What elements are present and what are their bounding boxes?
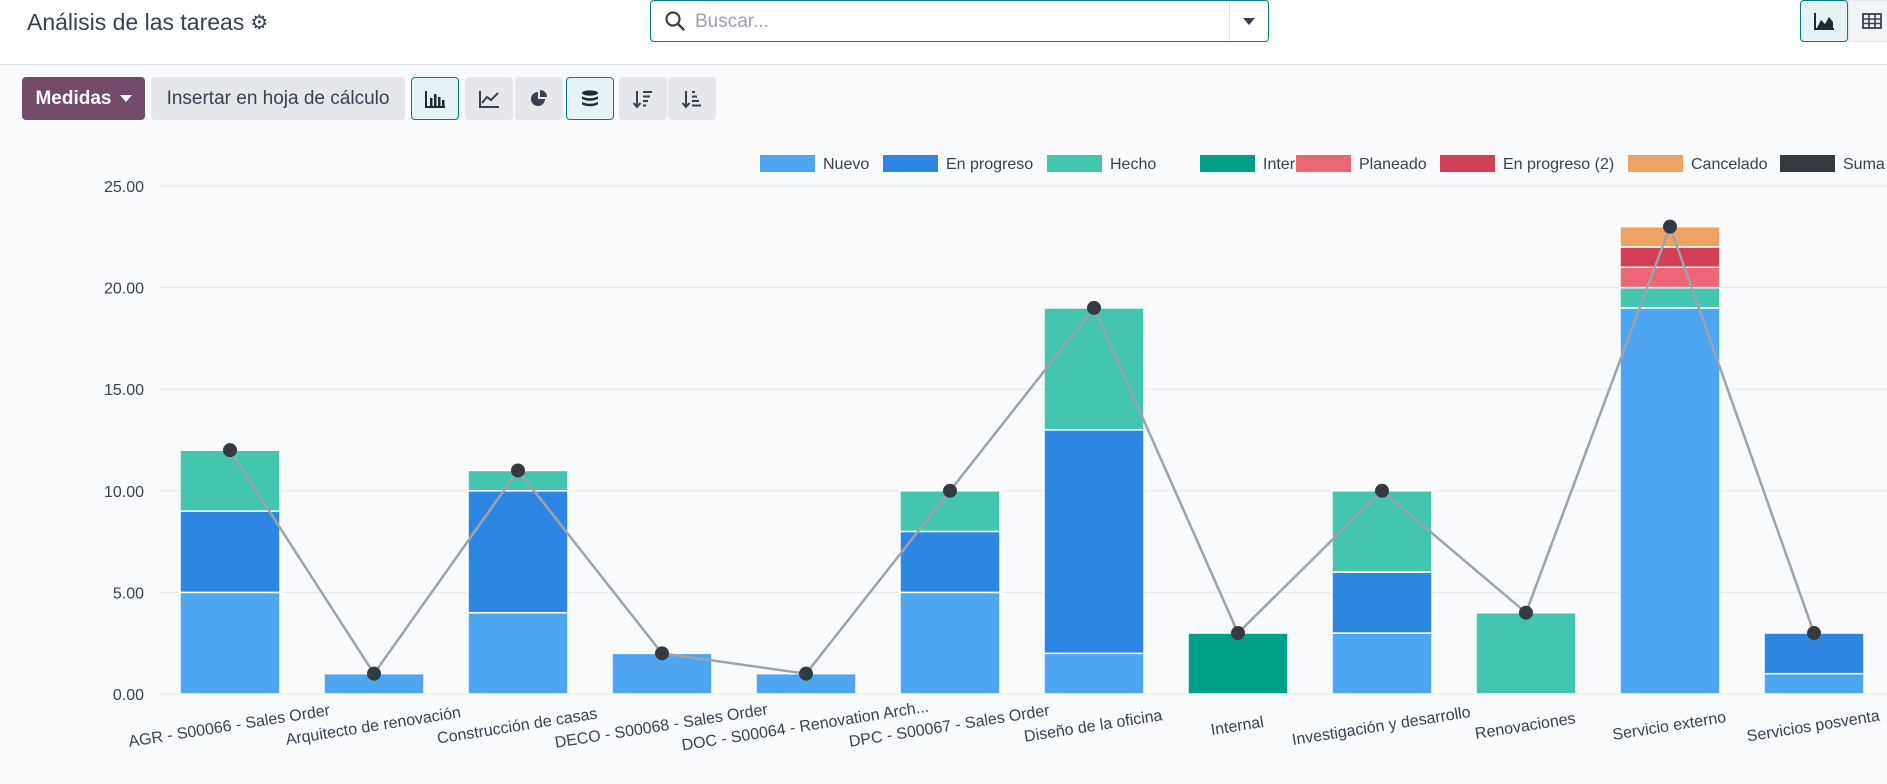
sort-descending-button[interactable]: [619, 77, 667, 120]
measures-button[interactable]: Medidas: [22, 77, 145, 120]
y-tick-label: 0.00: [113, 687, 144, 704]
sum-point: [511, 463, 525, 478]
bar-chart-button[interactable]: [411, 77, 459, 120]
line-chart-icon: [479, 90, 499, 108]
y-tick-label: 20.00: [104, 281, 144, 298]
chevron-down-icon: [1243, 17, 1255, 25]
search-options-toggle[interactable]: [1229, 1, 1268, 41]
legend-swatch-hecho: [1047, 155, 1102, 172]
bar-nuevo: [1043, 652, 1145, 695]
search-input[interactable]: [693, 7, 1217, 37]
legend-swatch-planeado: [1296, 155, 1351, 172]
bar-nuevo: [1763, 672, 1865, 695]
pivot-view-button[interactable]: [1848, 0, 1887, 42]
legend-swatch-en-progreso-2: [1440, 155, 1495, 172]
sum-point: [943, 483, 957, 498]
x-tick-label: Investigación y desarrollo: [1291, 704, 1472, 749]
sum-point: [1519, 605, 1533, 620]
y-tick-label: 5.00: [113, 585, 144, 602]
y-tick-label: 10.00: [104, 484, 144, 501]
legend-label-cancelado: Cancelado: [1691, 156, 1768, 173]
x-tick-label: Servicio externo: [1611, 709, 1727, 744]
bar-hecho: [179, 449, 281, 512]
search-icon: [665, 11, 685, 31]
page-title-wrap: Análisis de las tareas ⚙: [27, 9, 268, 36]
bar-en-progreso: [899, 530, 1001, 594]
legend-swatch-nuevo: [760, 155, 815, 172]
sort-ascending-icon: [681, 90, 701, 109]
y-tick-label: 15.00: [104, 382, 144, 399]
legend-label-en-progreso-2: En progreso (2): [1503, 156, 1614, 173]
bar-nuevo: [467, 611, 569, 695]
x-tick-label: Internal: [1210, 714, 1265, 739]
graph-view-icon: [1814, 13, 1834, 30]
legend-label-nuevo: Nuevo: [823, 156, 869, 173]
bar-planeado: [1619, 266, 1721, 289]
insert-label: Insertar en hoja de cálculo: [166, 87, 390, 109]
x-tick-label: Servicios posventa: [1746, 708, 1881, 746]
legend-swatch-en-progreso: [883, 155, 938, 172]
cog-icon[interactable]: ⚙: [250, 12, 269, 34]
insert-in-spreadsheet-button[interactable]: Insertar en hoja de cálculo: [151, 77, 405, 120]
bar-hecho: [1043, 307, 1145, 431]
sort-descending-icon: [632, 90, 652, 109]
sum-point: [1375, 483, 1389, 498]
search-bar[interactable]: [650, 0, 1269, 42]
bar-hecho: [899, 490, 1001, 533]
bar-nuevo: [179, 591, 281, 695]
bar-nuevo: [1331, 632, 1433, 695]
y-tick-label: 25.00: [104, 179, 144, 196]
bar-nuevo: [899, 591, 1001, 695]
legend-label-hecho: Hecho: [1110, 156, 1156, 173]
bar-hecho: [1619, 286, 1721, 309]
bar-en-progreso: [467, 490, 569, 614]
page-title: Análisis de las tareas: [27, 9, 245, 35]
sort-ascending-button[interactable]: [668, 77, 716, 120]
bar-en-progreso-2: [1619, 246, 1721, 269]
sum-point: [1087, 300, 1101, 315]
legend-swatch-cancelado: [1628, 155, 1683, 172]
legend-label-en-progreso: En progreso: [946, 156, 1033, 173]
sum-point: [799, 666, 813, 681]
pie-chart-icon: [531, 89, 547, 106]
bar-hecho: [1331, 490, 1433, 573]
sum-point: [1663, 219, 1677, 234]
sum-point: [223, 443, 237, 458]
legend-label-suma: Suma: [1843, 156, 1885, 173]
measures-label: Medidas: [35, 87, 112, 109]
control-panel-header: Análisis de las tareas ⚙: [0, 0, 1887, 65]
bar-en-progreso: [1043, 429, 1145, 655]
bar-chart-icon: [425, 90, 445, 108]
pie-chart-button[interactable]: [515, 77, 563, 120]
pivot-view-icon: [1862, 13, 1882, 29]
sum-point: [655, 646, 669, 661]
sum-point: [1807, 626, 1821, 641]
bar-en-progreso: [179, 510, 281, 594]
caret-down-icon: [119, 95, 132, 102]
legend-swatch-interno: [1200, 155, 1255, 172]
bar-hecho: [1475, 611, 1577, 695]
legend-label-planeado: Planeado: [1359, 156, 1427, 173]
line-chart-button[interactable]: [465, 77, 513, 120]
bar-en-progreso: [1331, 571, 1433, 634]
legend-swatch-suma: [1780, 155, 1835, 172]
sum-line: [228, 222, 1816, 676]
bar-nuevo: [1619, 307, 1721, 695]
stacked-toggle-button[interactable]: [566, 77, 614, 120]
stacked-icon: [582, 89, 598, 106]
x-tick-label: Renovaciones: [1474, 710, 1577, 743]
sum-point: [1231, 626, 1245, 641]
bar-interno: [1187, 632, 1289, 695]
sum-point: [367, 666, 381, 681]
graph-view-button[interactable]: [1800, 0, 1848, 42]
